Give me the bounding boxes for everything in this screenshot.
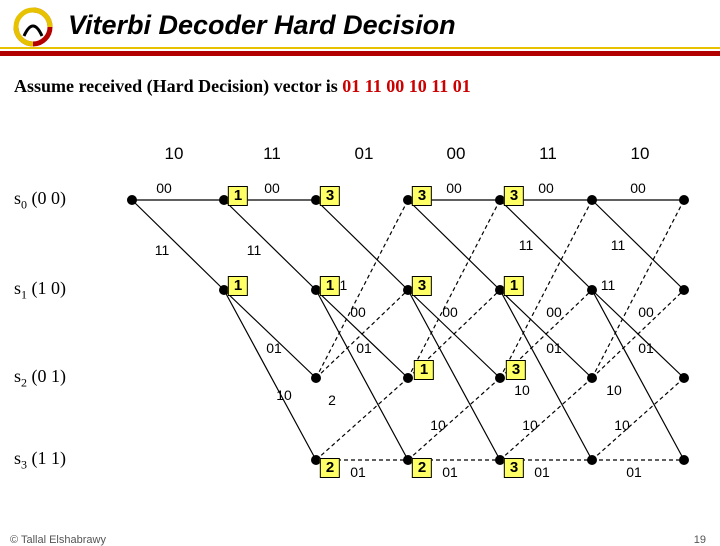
edge-label: 11: [601, 277, 616, 293]
edge-label: 10: [522, 417, 538, 433]
trellis-node: [587, 285, 597, 295]
edge-label: 01: [266, 340, 282, 356]
edge-label: 01: [350, 464, 366, 480]
trellis-node: [403, 373, 413, 383]
path-metric: 1: [504, 276, 524, 296]
trellis-node: [679, 195, 689, 205]
path-metric: 3: [504, 458, 524, 478]
trellis-node: [587, 373, 597, 383]
edge-label: 10: [614, 417, 630, 433]
subtitle: Assume received (Hard Decision) vector i…: [14, 76, 720, 97]
edge-label: 00: [350, 304, 366, 320]
edge-label: 10: [430, 417, 446, 433]
edge-label: 2: [328, 392, 336, 408]
received-symbol-label: 11: [263, 144, 281, 164]
edge-label: 01: [442, 464, 458, 480]
trellis-node: [495, 373, 505, 383]
edge-label: 00: [446, 180, 462, 196]
edge-label: 11: [611, 237, 626, 253]
edge-label: 01: [356, 340, 372, 356]
slide-header: Viterbi Decoder Hard Decision: [0, 0, 720, 60]
trellis-node: [587, 195, 597, 205]
received-symbol-label: 10: [165, 144, 184, 164]
copyright: © Tallal Elshabrawy: [10, 534, 106, 546]
path-metric: 3: [504, 186, 524, 206]
page-number: 19: [694, 534, 706, 546]
path-metric: 3: [320, 186, 340, 206]
edge-label: 10: [276, 387, 292, 403]
edge-label: 01: [534, 464, 550, 480]
edge-label: 00: [630, 180, 646, 196]
path-metric: 3: [412, 186, 432, 206]
received-symbol-label: 10: [631, 144, 650, 164]
trellis-node: [679, 285, 689, 295]
state-label: s0 (0 0): [14, 188, 66, 213]
edge-label: 00: [638, 304, 654, 320]
trellis-node: [679, 373, 689, 383]
trellis-node: [127, 195, 137, 205]
edge-label: 10: [606, 382, 622, 398]
subtitle-prefix: Assume received (Hard Decision) vector i…: [14, 76, 342, 96]
edge-label: 00: [442, 304, 458, 320]
edge-label: 00: [546, 304, 562, 320]
received-symbol-label: 11: [539, 144, 557, 164]
edge-label: 00: [264, 180, 280, 196]
trellis-node: [311, 373, 321, 383]
edge-label: 00: [538, 180, 554, 196]
edge-label: 00: [156, 180, 172, 196]
path-metric: 1: [414, 360, 434, 380]
state-label: s2 (0 1): [14, 366, 66, 391]
logo-icon: [12, 6, 54, 48]
divider-thick: [0, 51, 720, 56]
edge-label: 10: [514, 382, 530, 398]
state-label: s1 (1 0): [14, 278, 66, 303]
trellis-diagram: 101101001110s0 (0 0)s1 (1 0)s2 (0 1)s3 (…: [14, 130, 706, 490]
path-metric: 1: [320, 276, 340, 296]
path-metric: 1: [228, 276, 248, 296]
state-label: s3 (1 1): [14, 448, 66, 473]
trellis-node: [679, 455, 689, 465]
edge-label: 11: [155, 242, 170, 258]
edge-label: 11: [519, 237, 534, 253]
slide-title: Viterbi Decoder Hard Decision: [68, 10, 720, 41]
path-metric: 1: [228, 186, 248, 206]
edge-label: 01: [626, 464, 642, 480]
edge-label: 01: [546, 340, 562, 356]
received-vector: 01 11 00 10 11 01: [342, 76, 471, 96]
edge-label: 01: [638, 340, 654, 356]
received-symbol-label: 00: [447, 144, 466, 164]
received-symbol-label: 01: [355, 144, 374, 164]
path-metric: 3: [506, 360, 526, 380]
trellis-node: [587, 455, 597, 465]
path-metric: 3: [412, 276, 432, 296]
path-metric: 2: [320, 458, 340, 478]
path-metric: 2: [412, 458, 432, 478]
edge-label: 11: [247, 242, 262, 258]
divider-thin: [0, 47, 720, 49]
